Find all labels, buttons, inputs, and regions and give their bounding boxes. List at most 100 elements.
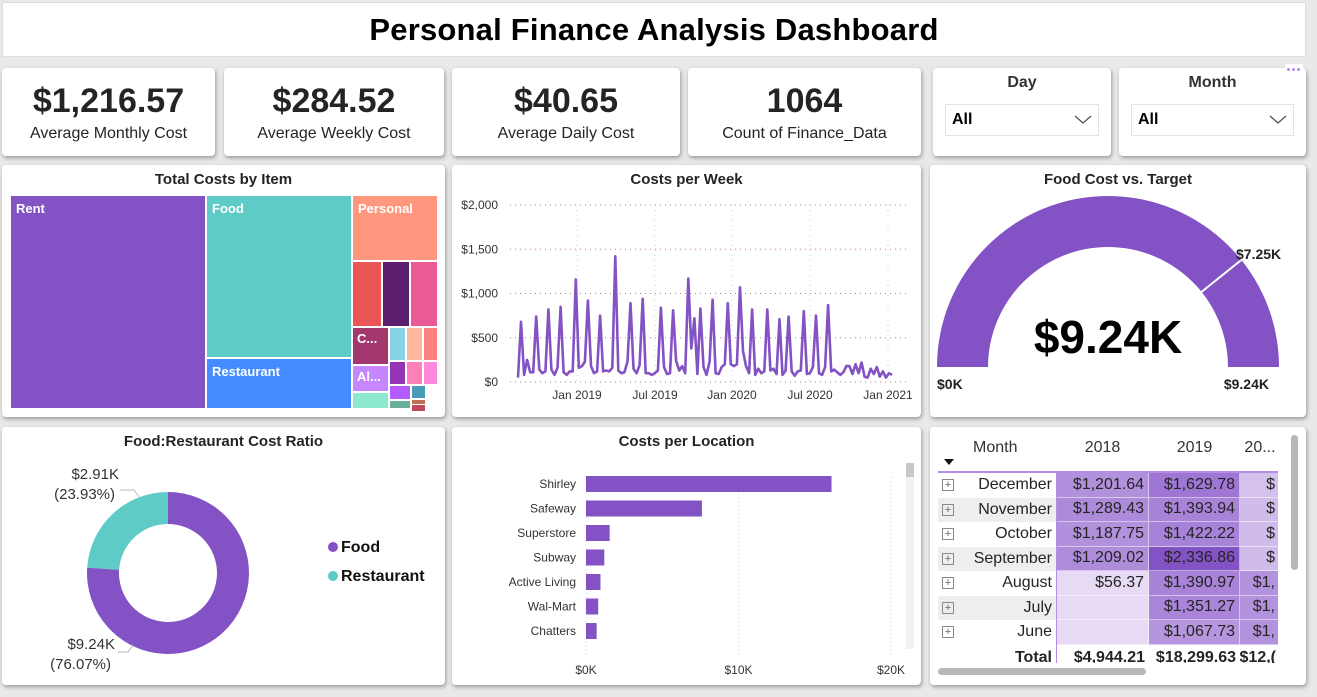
category-label: Shirley [539, 477, 576, 491]
total-cell: $12,( [1240, 648, 1276, 663]
bar-chart-svg: $0K $10K $20K Shirley Safeway Superstore Subwa… [509, 476, 905, 677]
day-dropdown[interactable]: All [945, 104, 1099, 136]
kpi-card-average-monthly-cost: $1,216.57 Average Monthly Cost [2, 68, 215, 156]
treemap-cell[interactable] [411, 404, 426, 412]
legend-marker-food [328, 542, 338, 552]
chart-title: Costs per Location [618, 433, 755, 450]
expand-icon[interactable]: + [942, 528, 954, 541]
expand-icon[interactable]: + [942, 601, 954, 614]
treemap-cell[interactable] [411, 385, 426, 399]
treemap-cell[interactable]: Food [206, 195, 352, 358]
kpi-label: Average Daily Cost [497, 125, 635, 142]
treemap-cell[interactable] [423, 327, 438, 361]
treemap-cell[interactable] [389, 385, 411, 400]
dropdown-value: All [1138, 111, 1159, 128]
kpi-card-average-weekly-cost: $284.52 Average Weekly Cost [224, 68, 444, 156]
x-tick-label: Jan 2021 [863, 388, 913, 402]
bar-active-living [586, 574, 601, 590]
matrix-row: + September $1,209.02 $2,336.86 $ [938, 546, 1278, 571]
kpi-card-count-finance-data: 1064 Count of Finance_Data [688, 68, 921, 156]
kpi-value: $284.52 [272, 82, 396, 120]
treemap-cell-label: Rent [16, 201, 45, 216]
chevron-down-icon [1074, 115, 1092, 124]
gauge-target-label: $7.25K [1236, 246, 1281, 262]
matrix-cell: $1,351.27 [1149, 595, 1240, 620]
legend-marker-restaurant [328, 571, 338, 581]
column-header-year[interactable]: 2019 [1176, 439, 1213, 456]
row-header: + July [938, 595, 1056, 620]
y-tick-label: $1,500 [461, 242, 498, 256]
row-label: August [1002, 574, 1052, 592]
horizontal-scrollbar[interactable] [938, 668, 1146, 675]
bar-chart-costs-per-location: Costs per Location $0K $10K $20K Shirley Saf… [452, 427, 921, 685]
expand-icon[interactable]: + [942, 479, 954, 492]
treemap-cell[interactable] [423, 361, 438, 385]
expand-icon[interactable]: + [942, 626, 954, 639]
month-dropdown[interactable]: All [1131, 104, 1294, 136]
treemap-cell-label: Food [212, 201, 244, 216]
matrix-row: + November $1,289.43 $1,393.94 $ [938, 497, 1278, 522]
matrix-cell: $1,067.73 [1149, 620, 1240, 645]
column-header-year[interactable]: 2018 [1084, 439, 1121, 456]
matrix-cell: $1,393.94 [1149, 497, 1240, 522]
treemap-cell[interactable]: C... [352, 327, 389, 365]
kpi-value: $1,216.57 [32, 82, 185, 120]
treemap-cell[interactable]: Al... [352, 365, 389, 392]
gauge-value-label: $9.24K [1034, 311, 1182, 363]
row-header: + June [938, 620, 1056, 645]
category-label: Safeway [530, 502, 576, 516]
column-header-month[interactable]: Month [938, 435, 1056, 473]
leader-line [118, 644, 134, 653]
treemap-cell[interactable] [389, 361, 406, 385]
matrix-cell: $1, [1240, 571, 1278, 596]
category-label: Wal-Mart [528, 600, 577, 614]
expand-icon[interactable]: + [942, 577, 954, 590]
matrix-row: + December $1,201.64 $1,629.78 $ [938, 473, 1278, 498]
more-options-button[interactable] [1285, 64, 1303, 74]
vertical-scrollbar[interactable] [1291, 435, 1298, 570]
treemap-cell[interactable] [389, 400, 411, 409]
bar-safeway [586, 500, 702, 517]
treemap-cell[interactable] [389, 327, 406, 361]
page-title: Personal Finance Analysis Dashboard [369, 11, 939, 47]
legend-label: Restaurant [341, 568, 425, 585]
row-label: July [1023, 598, 1052, 616]
treemap-cell[interactable]: Restaurant [206, 358, 352, 409]
treemap-cell[interactable] [406, 327, 423, 361]
scrollbar-thumb[interactable] [906, 463, 914, 477]
expand-icon[interactable]: + [942, 503, 954, 516]
row-header: + December [938, 473, 1056, 498]
expand-icon[interactable]: + [942, 552, 954, 565]
donut-slice-food [87, 492, 249, 654]
total-cell: $4,944.21 [1073, 648, 1145, 663]
row-header: + November [938, 497, 1056, 522]
treemap-cell[interactable] [352, 261, 382, 327]
slicer-title: Day [1007, 74, 1037, 91]
x-tick-label: Jan 2020 [707, 388, 757, 402]
matrix-monthly-costs: Month 2018 2019 20... + December $1,201.64 $1,6… [930, 427, 1306, 685]
kpi-card-average-daily-cost: $40.65 Average Daily Cost [452, 68, 680, 156]
treemap-cell[interactable] [410, 261, 438, 327]
column-header-year[interactable]: 20... [1244, 439, 1276, 456]
total-cell: $18,299.63 [1155, 648, 1236, 663]
sort-descending-icon[interactable] [944, 459, 954, 465]
bar-superstore [586, 525, 610, 541]
line-chart-costs-per-week: Costs per Week $0 $500 $1,000 $1,500 $2,000 J… [452, 165, 921, 417]
vertical-scrollbar[interactable] [906, 463, 914, 649]
matrix-total-row: Total $4,944.21 $18,299.63 $12,( [938, 646, 1278, 663]
treemap-cell[interactable]: Personal [352, 195, 438, 261]
row-label: November [978, 500, 1052, 518]
treemap-cell[interactable] [382, 261, 410, 327]
matrix-cell: $2,336.86 [1149, 546, 1240, 571]
treemap-cell[interactable] [352, 392, 389, 409]
treemap-cell[interactable]: Rent [10, 195, 206, 409]
matrix-cell: $1, [1240, 620, 1278, 645]
bar-subway [586, 549, 605, 566]
treemap-cell[interactable] [406, 361, 423, 385]
dashboard-header: Personal Finance Analysis Dashboard [2, 2, 1306, 57]
bar-shirley [586, 476, 832, 492]
category-label: Subway [533, 551, 576, 565]
chart-title: Food:Restaurant Cost Ratio [123, 433, 324, 450]
category-label: Chatters [531, 624, 576, 638]
data-label-value: $2.91K [71, 466, 119, 483]
